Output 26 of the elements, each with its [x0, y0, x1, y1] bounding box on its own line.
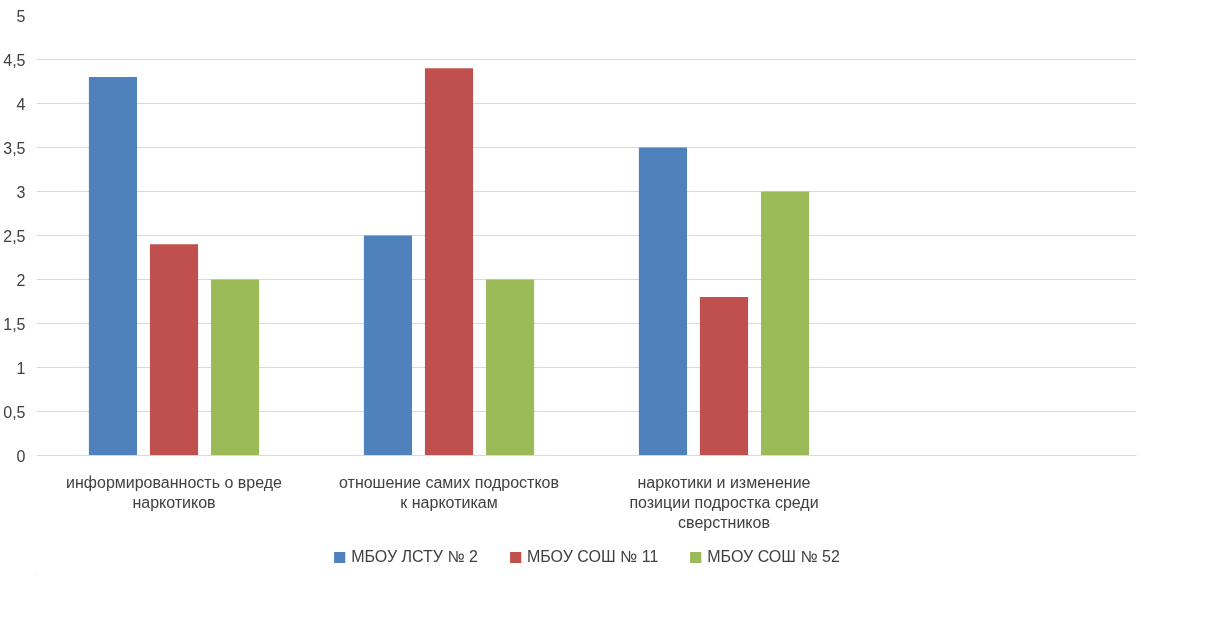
bar: [363, 235, 413, 456]
bar: [485, 279, 535, 456]
x-tick-label: информированность о вреде наркотиков: [66, 473, 283, 511]
y-tick-label: 1,5: [3, 315, 26, 333]
y-tick-label: 2,5: [3, 227, 26, 245]
bar: [424, 68, 474, 456]
bar: [210, 279, 260, 456]
bar: [760, 191, 810, 456]
y-tick-label: 3,5: [3, 139, 26, 157]
bar: [699, 297, 749, 456]
y-tick-label: 5: [16, 7, 26, 25]
legend-label: МБОУ ЛСТУ № 2: [351, 548, 478, 566]
x-tick-label: отношение самих подростков к наркотикам: [339, 473, 559, 511]
y-tick-label: 4,5: [3, 51, 26, 69]
y-tick-label: 2: [16, 271, 26, 289]
y-tick-label: 0: [16, 447, 26, 465]
y-tick-label: 3: [16, 183, 26, 201]
x-tick-label: наркотики и изменение позиции подростка среди сверстников: [629, 473, 819, 532]
y-tick-label: 0,5: [3, 403, 26, 421]
bar: [149, 244, 199, 456]
bar: [88, 77, 138, 456]
y-tick-label: 1: [16, 359, 26, 377]
legend-label: МБОУ СОШ № 52: [707, 548, 840, 566]
bar: [638, 147, 688, 456]
y-tick-label: 4: [16, 95, 26, 113]
legend-label: МБОУ СОШ № 11: [526, 548, 659, 566]
